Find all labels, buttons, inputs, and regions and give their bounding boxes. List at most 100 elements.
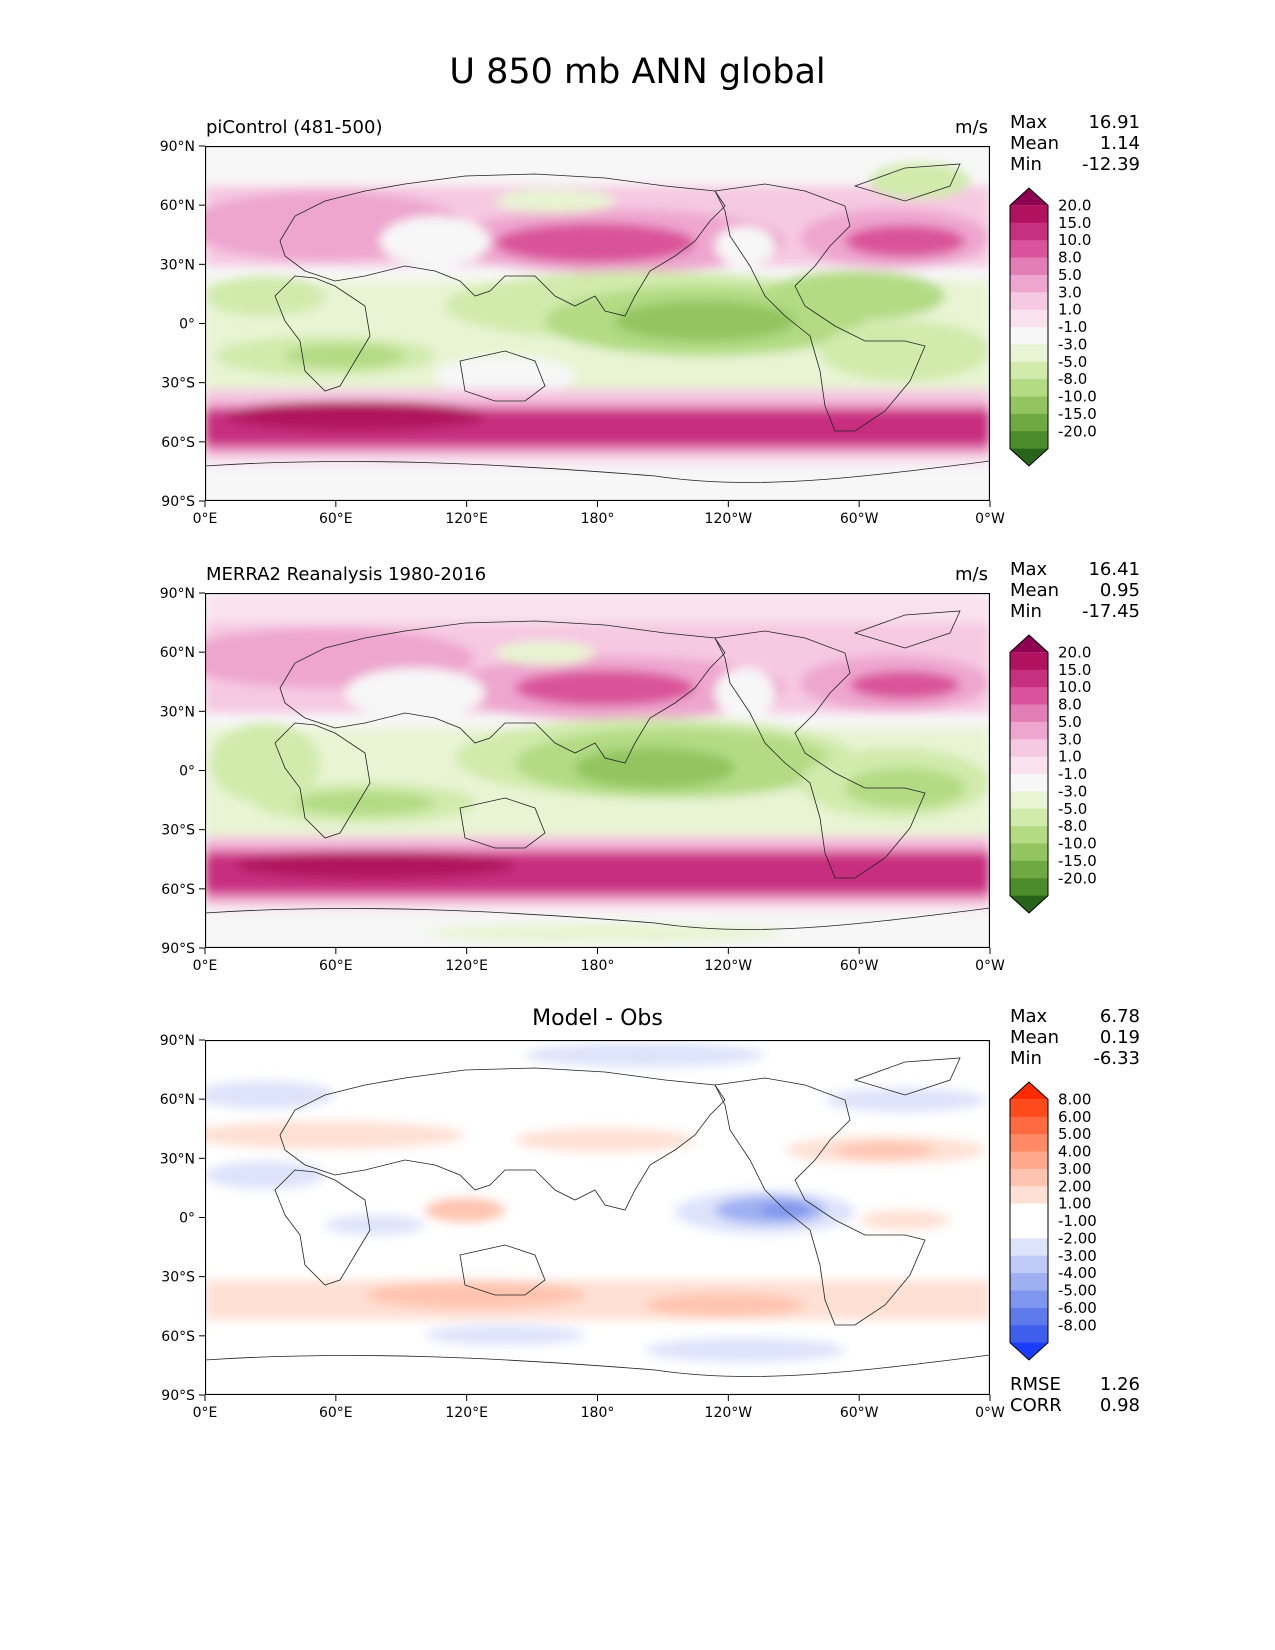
colorbar-label: -6.00: [1058, 1299, 1097, 1317]
lat-tick-label: 60°S: [161, 435, 195, 451]
colorbar-extension-top: [1010, 635, 1048, 653]
colorbar-segment: [1010, 1168, 1048, 1187]
colorbar-segment: [1010, 739, 1048, 758]
colorbar-outline: [1009, 187, 1049, 467]
colorbar-label: -1.0: [1058, 318, 1087, 336]
lat-tick-label: 30°S: [161, 823, 195, 839]
colorbar-label: -2.00: [1058, 1229, 1097, 1247]
colorbar-label: 8.0: [1058, 249, 1082, 267]
lat-tick-label: 30°S: [161, 376, 195, 392]
panel-2-title: MERRA2 Reanalysis 1980-2016: [206, 564, 487, 585]
colorbar-segment: [1010, 1116, 1048, 1135]
lon-tick-label: 120°E: [445, 1405, 488, 1421]
colorbar-outline: [1009, 634, 1049, 914]
colorbar-segment: [1010, 292, 1048, 311]
colorbar-segment: [1010, 379, 1048, 397]
lat-tick-label: 90°N: [160, 139, 195, 155]
colorbar-segment: [1010, 1325, 1048, 1344]
coastlines: [205, 163, 990, 483]
colorbar-segment: [1010, 1221, 1048, 1239]
colorbar-segment: [1010, 1151, 1048, 1170]
colorbar-label: -5.0: [1058, 800, 1087, 818]
panel-3-stat-min: Min -6.33: [1010, 1048, 1140, 1070]
colorbar-label: 1.00: [1058, 1195, 1091, 1213]
stat-label: Max: [1010, 1006, 1048, 1027]
colorbar-label: -1.0: [1058, 765, 1087, 783]
colorbar-label: 1.0: [1058, 748, 1082, 766]
stat-value: -17.45: [1081, 601, 1140, 622]
colorbar-label: 20.0: [1058, 643, 1091, 661]
colorbar-segment: [1010, 222, 1048, 241]
stat-label: Min: [1010, 1048, 1042, 1069]
lon-tick-label: 60°E: [319, 958, 353, 974]
colorbar-label: -3.0: [1058, 335, 1087, 353]
colorbar-label: -8.0: [1058, 817, 1087, 835]
panel-2-stat-mean: Mean 0.95: [1010, 580, 1140, 602]
colorbar-extension-bottom: [1010, 448, 1048, 466]
colorbar-segment: [1010, 344, 1048, 363]
colorbar-label: -15.0: [1058, 852, 1097, 870]
stat-value: 1.14: [1099, 133, 1140, 154]
colorbar-label: 1.0: [1058, 301, 1082, 319]
colorbar-segment: [1010, 1290, 1048, 1309]
colorbar-label: -4.00: [1058, 1264, 1097, 1282]
colorbar-segment: [1010, 1238, 1048, 1257]
colorbar-segment: [1010, 756, 1048, 775]
colorbar-segment: [1010, 396, 1048, 415]
colorbar-segment: [1010, 1203, 1048, 1222]
colorbar-segment: [1010, 361, 1048, 380]
colorbar-label: 10.0: [1058, 678, 1091, 696]
lon-tick-label: 60°E: [319, 511, 353, 527]
lon-tick-label: 120°W: [705, 511, 753, 527]
colorbar-label: 5.0: [1058, 266, 1082, 284]
colorbar-segment: [1010, 791, 1048, 810]
lat-tick-label: 30°N: [160, 1151, 195, 1167]
lon-tick-label: 120°E: [445, 958, 488, 974]
colorbar-label: 10.0: [1058, 231, 1091, 249]
colorbar-segment: [1010, 240, 1048, 258]
panel-2-map: [205, 593, 990, 948]
stat-label: RMSE: [1010, 1374, 1061, 1395]
colorbar-label: -10.0: [1058, 388, 1097, 406]
panel-3-map: [205, 1040, 990, 1395]
colorbar-segment: [1010, 1099, 1048, 1118]
stat-label: Min: [1010, 601, 1042, 622]
panel-2-stat-max: Max 16.41: [1010, 559, 1140, 581]
lon-tick-label: 60°E: [319, 1405, 353, 1421]
lat-tick-label: 60°N: [160, 645, 195, 661]
colorbar-label: 3.00: [1058, 1160, 1091, 1178]
panel-1-map: [205, 146, 990, 501]
colorbar-label: 3.0: [1058, 730, 1082, 748]
colorbar-segment: [1010, 669, 1048, 688]
lat-tick-label: 90°N: [160, 586, 195, 602]
lon-tick-label: 180°: [581, 1405, 615, 1421]
lat-tick-label: 90°S: [161, 1388, 195, 1404]
colorbar-label: 8.0: [1058, 696, 1082, 714]
colorbar-extension-top: [1010, 1082, 1048, 1100]
panel-3-stat-mean: Mean 0.19: [1010, 1027, 1140, 1049]
stat-value: 16.91: [1088, 112, 1140, 133]
stat-label: Max: [1010, 112, 1048, 133]
colorbar-label: -20.0: [1058, 869, 1097, 887]
lat-tick-label: 30°S: [161, 1270, 195, 1286]
stat-label: Max: [1010, 559, 1048, 580]
stat-value: 0.98: [1099, 1395, 1140, 1416]
colorbar-label: -8.00: [1058, 1316, 1097, 1334]
lat-tick-label: 60°S: [161, 882, 195, 898]
colorbar-label: 5.00: [1058, 1125, 1091, 1143]
panel-1-stat-min: Min -12.39: [1010, 154, 1140, 176]
colorbar-segment: [1010, 1307, 1048, 1326]
lon-tick-label: 180°: [581, 958, 615, 974]
colorbar-outline: [1009, 1081, 1049, 1361]
colorbar-label: 15.0: [1058, 214, 1091, 232]
colorbar-segment: [1010, 808, 1048, 827]
colorbar-segment: [1010, 257, 1048, 276]
colorbar-extension-bottom: [1010, 895, 1048, 913]
coastlines: [205, 1057, 990, 1377]
panel-1-units: m/s: [955, 117, 988, 138]
stat-label: Mean: [1010, 580, 1060, 601]
panel-3-stat-rmse: RMSE 1.26: [1010, 1374, 1140, 1396]
panel-1-stat-mean: Mean 1.14: [1010, 133, 1140, 155]
lon-tick-label: 120°W: [705, 958, 753, 974]
